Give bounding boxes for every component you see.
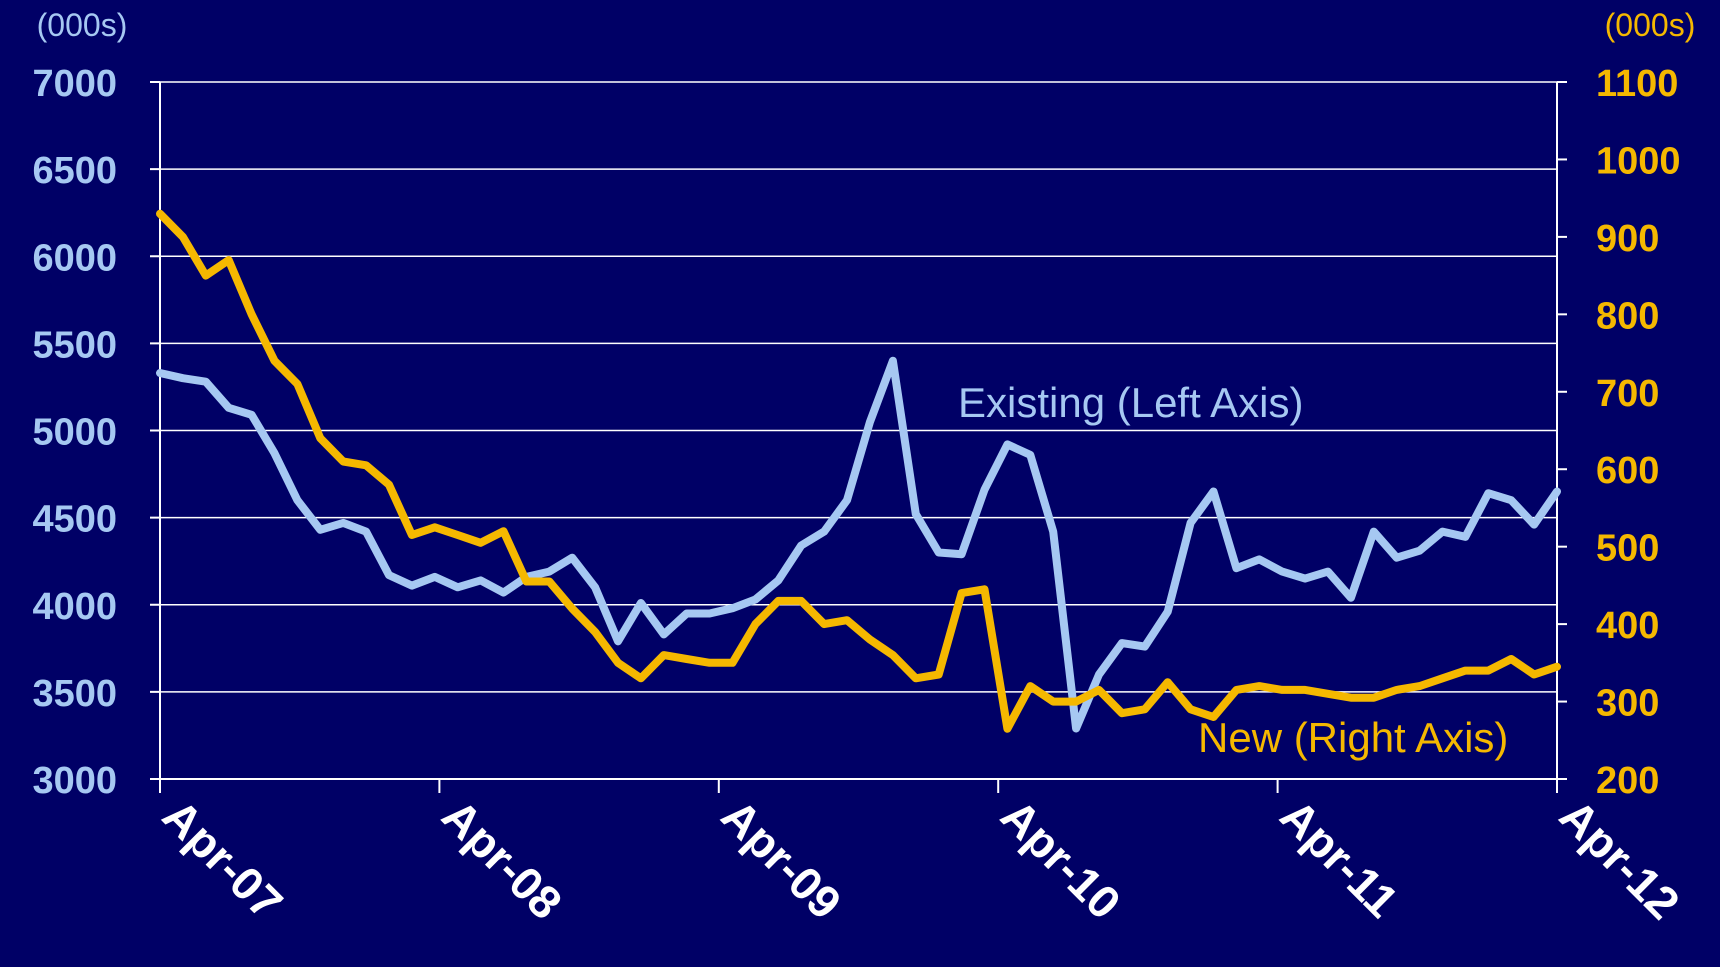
right-axis-tick-label: 200 bbox=[1596, 760, 1659, 802]
left-axis-tick-label: 6500 bbox=[32, 150, 117, 192]
right-axis-tick-labels: 200 300 400 500 600 700 800 900 1000 1100 bbox=[1596, 63, 1681, 802]
right-axis-tick-label: 1000 bbox=[1596, 140, 1681, 182]
left-axis-tick-labels: 3000 3500 4000 4500 5000 5500 6000 6500 7000 bbox=[32, 63, 117, 802]
left-axis-tick-label: 5500 bbox=[32, 324, 117, 366]
series-line-existing bbox=[156, 356, 1561, 733]
left-axis-tick-label: 7000 bbox=[32, 63, 117, 105]
series-line-new bbox=[156, 209, 1561, 733]
grid-lines bbox=[160, 81, 1557, 780]
right-axis-tick-label: 1100 bbox=[1596, 63, 1678, 105]
right-axis-tick-label: 900 bbox=[1596, 218, 1659, 260]
series-label-new: New (Right Axis) bbox=[1198, 714, 1508, 761]
left-axis-tick-label: 4000 bbox=[32, 586, 117, 628]
left-axis-unit-label: (000s) bbox=[37, 7, 128, 43]
left-axis-tick-label: 6000 bbox=[32, 237, 117, 279]
right-axis-tick-label: 300 bbox=[1596, 683, 1659, 725]
right-axis-tick-label: 700 bbox=[1596, 373, 1659, 415]
right-axis-tick-label: 800 bbox=[1596, 295, 1659, 337]
left-axis-tick-label: 3500 bbox=[32, 673, 117, 715]
left-axis-tick-label: 3000 bbox=[32, 760, 117, 802]
axis-lines bbox=[150, 81, 1567, 793]
left-axis-tick-label: 4500 bbox=[32, 499, 117, 541]
series-lines bbox=[156, 209, 1561, 733]
series-label-existing: Existing (Left Axis) bbox=[958, 379, 1303, 426]
right-axis-tick-label: 600 bbox=[1596, 450, 1659, 492]
right-axis-tick-label: 500 bbox=[1596, 528, 1659, 570]
left-axis-tick-label: 5000 bbox=[32, 412, 117, 454]
right-axis-tick-label: 400 bbox=[1596, 605, 1659, 647]
right-axis-unit-label: (000s) bbox=[1605, 7, 1696, 43]
